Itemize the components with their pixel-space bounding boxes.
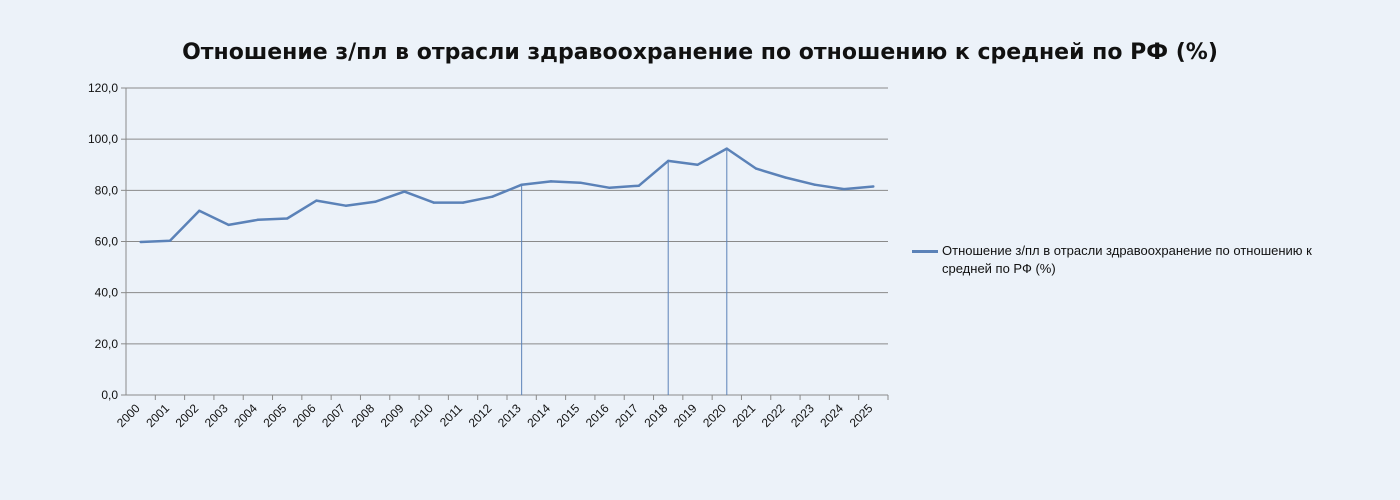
series-line (140, 147, 874, 244)
x-tick-label: 2010 (407, 401, 436, 430)
data-point (168, 239, 172, 242)
y-tick-label: 80,0 (95, 183, 119, 197)
x-tick-label: 2008 (348, 401, 377, 430)
gridlines (126, 87, 888, 345)
x-tick-label: 2001 (143, 401, 172, 430)
x-tick-label: 2018 (642, 401, 671, 430)
x-tick-label: 2012 (466, 401, 495, 430)
x-tick-label: 2004 (231, 401, 260, 430)
data-point (285, 217, 289, 220)
data-point (549, 180, 553, 183)
data-point (403, 190, 406, 193)
x-tick-label: 2005 (261, 401, 290, 430)
x-tick-label: 2017 (612, 401, 641, 430)
y-tick-labels: 0,0 20,0 40,0 60,0 80,0 100,0 120,0 (88, 81, 118, 402)
data-point (491, 195, 494, 198)
y-tick-label: 0,0 (101, 388, 118, 402)
data-point (373, 200, 377, 204)
legend: Отношение з/пл в отрасли здравоохранение… (912, 242, 1332, 278)
x-tick-label: 2014 (524, 401, 553, 430)
y-tick-label: 100,0 (88, 132, 118, 146)
data-point (139, 240, 142, 244)
x-tick-label: 2000 (114, 401, 143, 430)
y-tick-label: 120,0 (88, 81, 118, 95)
x-tick-label: 2016 (583, 401, 612, 430)
data-point (520, 183, 523, 186)
x-tick-label: 2002 (173, 401, 202, 430)
x-tick-label: 2015 (554, 401, 583, 430)
x-tick-label: 2003 (202, 401, 231, 430)
x-tick-label: 2022 (759, 401, 788, 430)
data-point (725, 147, 729, 150)
data-point (842, 187, 846, 191)
legend-label: Отношение з/пл в отрасли здравоохранение… (942, 243, 1312, 276)
data-point (198, 209, 201, 212)
data-point (784, 176, 787, 179)
data-point (813, 183, 816, 186)
x-tick-label: 2013 (495, 401, 524, 430)
x-tick-label: 2011 (437, 401, 465, 429)
data-point (344, 204, 348, 207)
data-point (872, 185, 875, 188)
data-point (315, 199, 318, 202)
x-tick-label: 2007 (319, 401, 348, 430)
x-tick-labels: 2000 2001 2002 2003 2004 2005 2006 2007 2008 2009… (114, 401, 876, 430)
data-point (666, 159, 670, 163)
y-tick-label: 20,0 (95, 337, 119, 351)
data-point (637, 184, 641, 187)
x-tick-label: 2009 (378, 401, 407, 430)
series-layer (139, 147, 875, 244)
x-tick-label: 2023 (788, 401, 817, 430)
data-point (579, 181, 582, 184)
x-tick-label: 2019 (671, 401, 700, 430)
data-point (432, 201, 435, 204)
data-point (754, 167, 758, 170)
y-tick-label: 60,0 (95, 235, 119, 249)
legend-swatch (912, 250, 938, 253)
x-tick-label: 2024 (817, 401, 846, 430)
data-point (256, 218, 260, 221)
data-point (227, 223, 230, 227)
x-tick-label: 2025 (847, 401, 876, 430)
data-point (696, 163, 699, 166)
data-point (461, 201, 465, 204)
drop-lines (521, 148, 728, 395)
x-tick-label: 2021 (729, 401, 758, 430)
data-point (608, 186, 611, 189)
x-tick-label: 2006 (290, 401, 319, 430)
x-tick-label: 2020 (700, 401, 729, 430)
axes (121, 87, 889, 400)
y-tick-label: 40,0 (95, 286, 119, 300)
chart-title: Отношение з/пл в отрасли здравоохранение… (182, 40, 1218, 65)
